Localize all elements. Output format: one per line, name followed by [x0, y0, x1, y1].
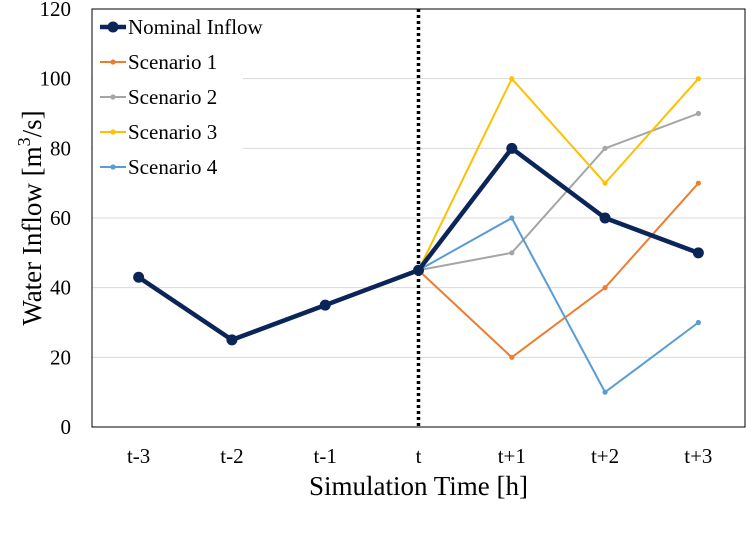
legend-item-scenario-1: Scenario 1	[100, 50, 217, 74]
legend-swatch-marker	[107, 21, 119, 33]
series-nominal-inflow	[133, 142, 704, 346]
y-tick-label: 20	[50, 345, 71, 369]
series-line	[417, 76, 700, 271]
x-tick-labels: t-3 t-2 t-1 t t+1 t+2 t+3	[127, 444, 712, 468]
y-axis-title-main: Water Inflow [m	[17, 146, 47, 325]
legend-label: Scenario 2	[128, 85, 217, 109]
data-point	[695, 110, 701, 117]
y-tick-label: 40	[50, 276, 71, 300]
y-tick-labels: 0 20 40 60 80 100 120	[40, 0, 72, 439]
data-point	[319, 299, 331, 311]
x-tick-label: t-1	[314, 444, 337, 468]
data-point	[695, 180, 701, 186]
y-axis-title-superscript: 3	[14, 137, 34, 146]
data-point	[509, 354, 515, 360]
series-layer	[133, 76, 704, 395]
x-tick-label: t	[416, 444, 422, 468]
legend-item-nominal-inflow: Nominal Inflow	[100, 15, 264, 39]
data-point	[692, 247, 704, 259]
series-line	[418, 216, 699, 394]
data-point	[509, 215, 515, 221]
data-point	[602, 180, 608, 186]
y-tick-label: 60	[50, 206, 71, 230]
legend-swatch-marker	[110, 129, 116, 135]
data-point	[599, 212, 611, 224]
legend-swatch-marker	[110, 94, 116, 100]
legend-label: Nominal Inflow	[128, 15, 264, 39]
y-tick-label: 80	[50, 136, 71, 160]
y-axis-title: Water Inflow [m3/s]	[14, 110, 47, 325]
legend-label: Scenario 4	[128, 155, 218, 179]
data-point	[695, 76, 701, 82]
data-point	[509, 250, 515, 256]
data-point	[413, 264, 424, 276]
y-tick-label: 100	[40, 67, 72, 91]
y-axis-title-tail: /s]	[17, 110, 47, 137]
data-point	[506, 142, 518, 154]
legend-item-scenario-2: Scenario 2	[100, 85, 217, 109]
legend-item-scenario-3: Scenario 3	[100, 120, 217, 144]
x-tick-label: t-2	[220, 444, 243, 468]
plot-frame	[91, 8, 746, 428]
x-tick-label: t+3	[684, 444, 712, 468]
legend-item-scenario-4: Scenario 4	[100, 155, 218, 179]
y-tick-label: 120	[40, 0, 72, 21]
data-point	[133, 271, 145, 283]
legend: Nominal Inflow Scenario 1 Scenario 2 Scenar…	[93, 10, 264, 181]
data-point	[602, 389, 608, 395]
x-tick-label: t-3	[127, 444, 150, 468]
legend-label: Scenario 1	[128, 50, 217, 74]
legend-swatch-marker	[110, 164, 116, 170]
data-point	[602, 145, 608, 151]
x-axis-title: Simulation Time [h]	[309, 471, 528, 501]
y-tick-label: 0	[61, 415, 72, 439]
legend-swatch-marker	[110, 59, 116, 65]
x-tick-label: t+1	[498, 444, 526, 468]
x-tick-label: t+2	[591, 444, 619, 468]
data-point	[602, 285, 608, 291]
legend-background	[93, 10, 243, 181]
data-point	[695, 319, 701, 326]
data-point	[509, 76, 515, 82]
legend-label: Scenario 3	[128, 120, 217, 144]
data-point	[226, 334, 238, 346]
